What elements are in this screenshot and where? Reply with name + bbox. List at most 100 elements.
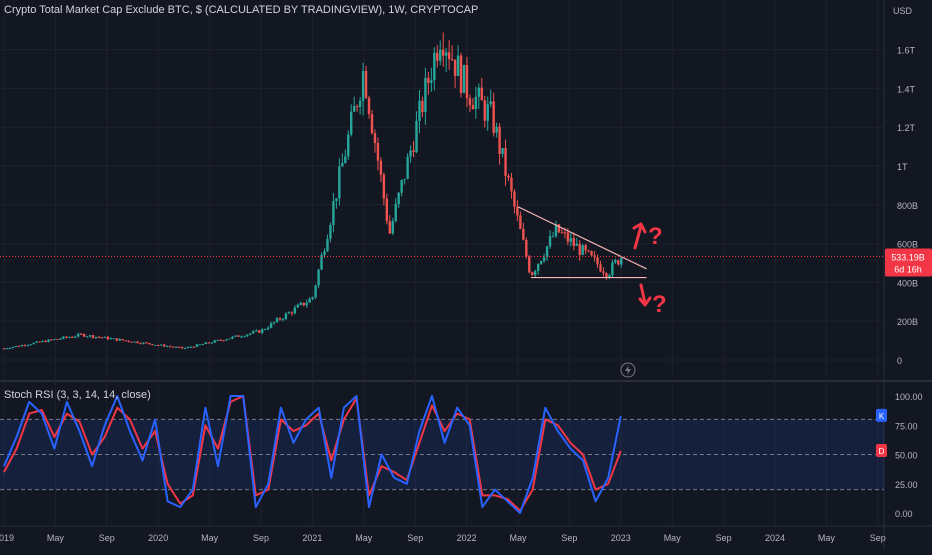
price-badge-countdown: 6d 16h xyxy=(894,265,922,275)
candle-body xyxy=(263,329,267,331)
candle-body xyxy=(347,134,350,157)
x-tick-label: Sep xyxy=(99,533,115,543)
candle-body xyxy=(118,339,121,341)
candle-body xyxy=(145,342,148,344)
candle-body xyxy=(489,101,492,105)
candle-body xyxy=(554,224,558,237)
lightning-icon xyxy=(620,362,636,378)
candle-body xyxy=(281,318,285,320)
x-tick-label: Sep xyxy=(716,533,732,543)
candle-body xyxy=(581,245,584,255)
candle-body xyxy=(465,65,469,99)
candle-body xyxy=(450,59,454,61)
candle-body xyxy=(305,302,308,306)
candle-body xyxy=(26,344,29,346)
candle-body xyxy=(148,342,151,345)
candle-body xyxy=(163,344,166,347)
candle-body xyxy=(56,339,59,341)
candle-body xyxy=(142,342,145,344)
candle-body xyxy=(602,271,605,274)
candle-body xyxy=(542,257,546,261)
candle-body xyxy=(207,342,210,344)
candle-body xyxy=(74,336,77,338)
candle-body xyxy=(243,336,246,338)
candle-body xyxy=(252,331,255,334)
candle-body xyxy=(617,260,620,265)
candle-body xyxy=(548,236,552,247)
candle-body xyxy=(611,262,614,276)
candle-body xyxy=(486,104,489,121)
candle-body xyxy=(539,260,543,264)
x-tick-label: Sep xyxy=(253,533,269,543)
candle-body xyxy=(266,327,270,330)
candle-body xyxy=(376,143,380,161)
y-tick-label: 1.4T xyxy=(897,84,916,94)
candle-body xyxy=(160,344,163,346)
candle-body xyxy=(154,344,157,346)
osc-tick-label: 0.00 xyxy=(895,509,913,519)
candle-body xyxy=(296,304,299,308)
candle-body xyxy=(329,224,332,239)
candle-body xyxy=(275,318,279,323)
osc-tick-label: 25.00 xyxy=(895,480,918,490)
candle-body xyxy=(335,198,338,201)
chart-title: Crypto Total Market Cap Exclude BTC, $ (… xyxy=(4,4,479,16)
candle-body xyxy=(483,100,486,121)
candle-body xyxy=(350,111,353,135)
candle-body xyxy=(290,312,294,314)
candle-body xyxy=(314,285,317,298)
candle-body xyxy=(88,335,92,337)
candle-body xyxy=(151,344,154,346)
y-tick-label: 0 xyxy=(897,356,902,366)
candle-body xyxy=(513,191,516,207)
candle-body xyxy=(228,338,231,340)
candle-body xyxy=(8,348,12,350)
candle-body xyxy=(106,336,110,340)
stoch-k-line xyxy=(3,395,622,514)
candle-body xyxy=(528,256,531,273)
candle-body xyxy=(317,269,320,286)
candle-body xyxy=(587,250,590,252)
candle-body xyxy=(584,245,587,251)
candle-body xyxy=(453,59,457,77)
candle-body xyxy=(412,150,415,153)
up-arrow-head xyxy=(632,222,647,234)
candle-body xyxy=(459,55,463,94)
candle-body xyxy=(620,257,623,265)
candle-body xyxy=(492,101,495,133)
candle-body xyxy=(605,273,608,277)
candle-body xyxy=(379,160,383,175)
candle-body xyxy=(231,336,234,339)
y-tick-label: 1.6T xyxy=(897,46,916,56)
price-badge-value: 533.19B xyxy=(891,253,925,263)
candle-body xyxy=(382,174,386,199)
x-tick-label: Sep xyxy=(870,533,886,543)
candle-body xyxy=(62,336,65,339)
candle-body xyxy=(352,106,356,112)
y-tick-label: 200B xyxy=(897,317,918,327)
lightning-icon-bolt xyxy=(625,365,631,375)
candle-body xyxy=(183,348,187,350)
candle-body xyxy=(510,177,513,192)
down-arrow xyxy=(639,283,647,305)
candle-body xyxy=(388,221,391,234)
stoch-d-line xyxy=(3,395,622,512)
candle-body xyxy=(424,77,427,113)
candle-body xyxy=(531,272,534,276)
candle-body xyxy=(278,318,282,320)
candle-body xyxy=(100,337,104,339)
candle-body xyxy=(507,175,510,178)
candle-body xyxy=(103,336,107,338)
candle-body xyxy=(65,336,68,338)
candle-body xyxy=(222,340,225,342)
candle-body xyxy=(341,162,344,167)
x-tick-label: Sep xyxy=(561,533,577,543)
candle-body xyxy=(456,55,460,77)
candle-body xyxy=(385,198,389,222)
candle-body xyxy=(269,323,273,328)
x-tick-label: 2020 xyxy=(148,533,168,543)
x-tick-label: 2022 xyxy=(457,533,477,543)
candle-body xyxy=(302,302,305,306)
candle-body xyxy=(344,156,347,163)
